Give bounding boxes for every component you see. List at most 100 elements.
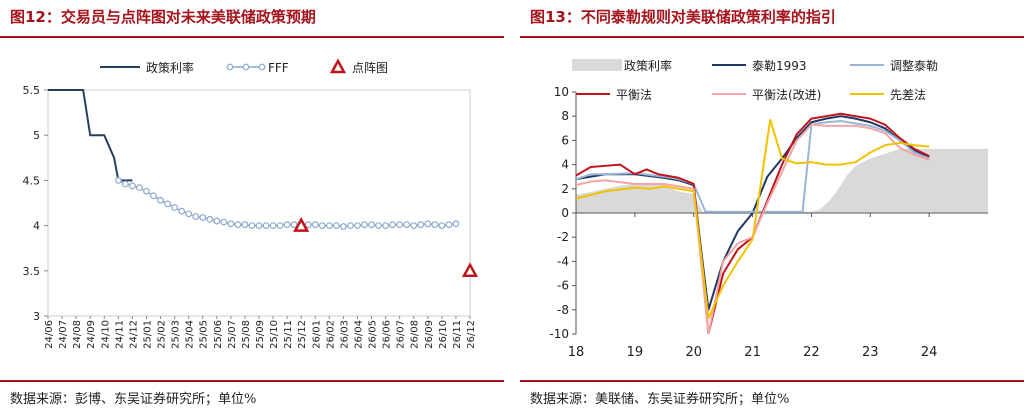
fff-point [150,192,157,200]
chart-title: 图12：交易员与点阵图对未来美联储政策预期 [10,8,316,26]
x-tick-label: 25/12 [297,320,308,349]
fff-point [283,221,291,229]
fff-point [121,180,129,188]
fff-point [445,221,453,229]
fff-point [276,222,284,230]
fff-point [206,215,214,223]
x-tick-label: 24/08 [72,320,83,349]
y-tick-label: -2 [557,230,569,244]
legend-swatch-area [572,59,622,71]
fff-point [143,187,150,195]
fff-point [262,222,270,230]
fff-point [136,184,143,192]
series-line [576,118,930,320]
legend-label: 先差法 [890,88,926,102]
series-line [576,112,930,334]
y-tick-label: 5.5 [23,84,41,97]
fff-point [290,221,298,229]
series-line [576,120,930,213]
legend-label: 政策利率 [624,58,672,73]
fff-point [164,200,171,208]
fff-point [185,210,193,218]
x-tick-label: 24/06 [44,320,55,349]
fff-point [213,217,221,225]
x-tick-label: 25/07 [227,320,238,349]
x-tick-label: 26/07 [396,320,407,349]
dot-plot-marker [293,216,310,232]
chart-title: 图13：不同泰勒规则对美联储政策利率的指引 [530,8,836,26]
fff-point [241,221,249,229]
fff-point [452,220,460,228]
fff-point [417,221,425,229]
y-tick-label: 6 [561,133,569,147]
fff-point [248,222,256,230]
legend-label: 平衡法(改进) [752,88,821,102]
x-tick-label: 22 [803,345,820,360]
x-tick-label: 25/03 [171,320,182,349]
fff-point [157,196,164,204]
x-tick-label: 24/11 [114,320,125,349]
x-tick-label: 26/06 [382,320,393,349]
x-tick-label: 26/01 [311,320,322,349]
y-tick-label: 3.5 [23,265,41,278]
x-tick-label: 25/10 [269,320,280,349]
x-tick-label: 24/07 [58,320,69,349]
fff-point [410,222,418,230]
fff-point [396,221,404,229]
fff-point [318,222,326,230]
x-tick-label: 25/08 [241,320,252,349]
legend-label: 调整泰勒 [890,58,938,73]
fff-point [375,222,382,230]
x-tick-label: 26/03 [339,320,350,349]
x-tick-label: 25/05 [199,320,210,349]
chart-panel-left: 图12：交易员与点阵图对未来美联储政策预期 3 3.5 4 4.5 5 5.5 24/06 2… [0,0,504,418]
fff-point [227,220,235,228]
x-tick-label: 24/09 [86,320,97,349]
y-tick-label: 4.5 [23,174,41,187]
x-tick-label: 25/01 [142,320,153,349]
legend-label: 平衡法 [616,88,652,102]
x-tick-label: 25/09 [255,320,266,349]
x-tick-label: 26/05 [368,320,379,349]
fff-point [220,218,228,226]
series-line [576,115,930,311]
y-tick-label: 8 [561,109,569,123]
x-tick-label: 24/12 [128,320,139,349]
fff-point [347,222,354,230]
fff-point [311,221,319,229]
chart-panel-right: 图13：不同泰勒规则对美联储政策利率的指引 -10 -8 -6 -4 -2 0 2 4 6 8 10… [520,0,1024,418]
x-tick-label: 25/04 [185,320,196,349]
fed-expectations-chart: 33.544.555.524/06 24/07 24/08 24/09 24/10 24/… [23,58,479,349]
x-tick-label: 24/10 [100,320,111,349]
y-tick-label: 3 [33,310,40,323]
title-rule [520,36,1024,38]
fff-point [354,222,361,230]
x-tick-label: 26/11 [452,320,463,349]
x-tick-label: 21 [744,345,761,360]
fff-point [332,222,340,230]
source-rule [520,380,1024,382]
x-tick-label: 25/02 [157,320,168,349]
source-note: 数据来源：美联储、东吴证券研究所；单位% [530,392,790,407]
source-rule [0,380,504,382]
x-tick-label: 24 [921,345,938,360]
series-area-policy-rate [576,148,988,213]
y-tick-label: 2 [561,182,569,196]
x-tick-label: 26/08 [410,320,421,349]
x-tick-label: 26/12 [466,320,477,349]
fff-point [403,221,411,229]
y-tick-label: -8 [557,303,569,317]
plot-frame [47,89,471,317]
fff-point [368,221,375,229]
fff-point [192,213,200,220]
x-tick-label: 26/02 [325,320,336,349]
legend-fff-point [258,63,266,71]
legend-label: 点阵图 [352,61,388,75]
fff-point [325,222,333,230]
x-tick-label: 26/04 [353,320,364,349]
fff-point [114,176,122,184]
y-tick-label: -4 [557,254,569,268]
fff-point [234,221,242,229]
fff-point [171,204,179,211]
